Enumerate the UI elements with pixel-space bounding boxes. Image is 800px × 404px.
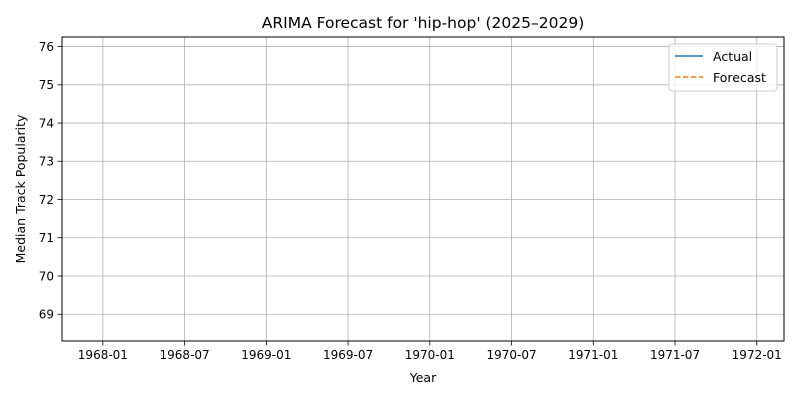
legend-label-forecast: Forecast [713,70,766,85]
y-tick-label: 69 [39,308,54,322]
y-tick-label: 74 [39,116,54,130]
y-tick-label: 76 [39,40,54,54]
y-tick-label: 73 [39,155,54,169]
x-tick-label: 1968-07 [160,348,210,362]
x-tick-label: 1968-01 [78,348,128,362]
y-axis-label: Median Track Popularity [13,114,28,263]
plot-frame [61,36,785,342]
y-tick-label: 70 [39,269,54,283]
legend-label-actual: Actual [713,49,752,64]
y-tick-label: 72 [39,193,54,207]
x-axis-label: Year [409,370,437,385]
x-tick-label: 1970-07 [486,348,536,362]
legend: Actual Forecast [668,43,778,92]
x-tick-label: 1972-01 [732,348,782,362]
x-tick-label: 1969-07 [323,348,373,362]
x-tick-label: 1971-01 [568,348,618,362]
x-tick-label: 1971-07 [650,348,700,362]
x-tick-label: 1969-01 [241,348,291,362]
chart-title: ARIMA Forecast for 'hip-hop' (2025–2029) [262,14,585,32]
x-tick-label: 1970-01 [405,348,455,362]
y-axis-ticks: 69 70 71 72 73 74 75 76 [39,40,62,322]
y-tick-label: 71 [39,231,54,245]
y-tick-label: 75 [39,78,54,92]
x-axis-ticks: 1968-01 1968-07 1969-01 1969-07 1970-01 1970-… [78,341,782,362]
